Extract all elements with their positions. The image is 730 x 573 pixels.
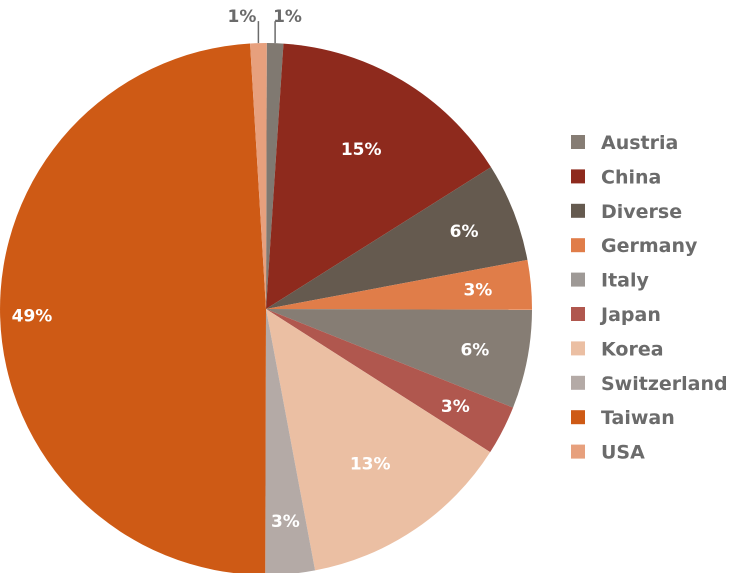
legend-label-taiwan-8: Taiwan <box>601 407 675 429</box>
pie-slice-germany-3 <box>266 259 533 310</box>
legend-label-switzerland-7: Switzerland <box>601 373 728 395</box>
legend-item-italy-4: Italy <box>571 270 649 292</box>
pie-slice-diverse-2 <box>266 167 528 309</box>
slice-value-label-austria-4: 6% <box>460 341 489 361</box>
slice-value-label-germany-3: 3% <box>463 281 492 301</box>
legend-swatch-switzerland-7 <box>571 375 585 390</box>
legend-swatch-germany-3 <box>571 238 585 253</box>
legend-item-korea-6: Korea <box>571 338 664 360</box>
pie-slice-china-1 <box>266 43 491 309</box>
legend-item-austria-0: Austria <box>571 132 678 154</box>
legend-item-japan-5: Japan <box>571 304 661 326</box>
slice-value-label-korea-6: 13% <box>350 454 391 474</box>
legend-item-taiwan-8: Taiwan <box>571 407 675 429</box>
legend-label-italy-4: Italy <box>601 270 649 292</box>
legend-swatch-korea-6 <box>571 341 585 356</box>
legend-swatch-austria-0 <box>571 135 585 149</box>
legend-label-usa-9: USA <box>601 442 645 464</box>
legend-item-china-1: China <box>571 166 661 188</box>
legend-label-austria-0: Austria <box>601 132 678 154</box>
slice-value-label-unlabeled-0: 1% <box>273 7 302 27</box>
pie-slice-austria-4 <box>266 309 532 408</box>
legend-swatch-taiwan-8 <box>571 410 585 425</box>
pie-slice-japan-5 <box>266 309 514 453</box>
pie-slice-usa-9 <box>250 42 267 309</box>
slice-value-label-china-1: 15% <box>341 140 382 160</box>
pie-slice-unlabeled-0 <box>266 43 284 309</box>
legend-swatch-italy-4 <box>571 272 585 287</box>
legend-label-germany-3: Germany <box>601 235 698 257</box>
legend-swatch-diverse-2 <box>571 203 585 218</box>
legend-item-switzerland-7: Switzerland <box>571 373 728 395</box>
pie-slice-korea-6 <box>266 309 491 571</box>
legend-swatch-china-1 <box>571 169 585 184</box>
slice-value-label-diverse-2: 6% <box>450 222 479 242</box>
legend-label-japan-5: Japan <box>599 304 661 326</box>
legend-item-germany-3: Germany <box>571 235 698 257</box>
slice-value-label-switzerland-7: 3% <box>271 512 300 532</box>
pie-slice-switzerland-7 <box>265 309 316 573</box>
legend-label-china-1: China <box>601 166 661 188</box>
pie-slice-labels: 15% 6% 3% 6% 3% 13% 3% 49% 1% 1% <box>12 7 493 532</box>
slice-value-label-japan-5: 3% <box>441 397 470 417</box>
slice-value-label-taiwan-8: 49% <box>12 307 53 327</box>
chart-legend: Austria China Diverse Germany Italy Japan Kore… <box>571 132 728 464</box>
legend-label-diverse-2: Diverse <box>601 201 682 223</box>
legend-item-diverse-2: Diverse <box>571 201 682 223</box>
legend-swatch-usa-9 <box>571 444 585 459</box>
legend-swatch-japan-5 <box>571 307 585 321</box>
legend-item-usa-9: USA <box>571 442 645 464</box>
legend-label-korea-6: Korea <box>601 338 664 360</box>
slice-value-label-usa-9: 1% <box>228 7 257 27</box>
pie-slice-taiwan-8 <box>0 43 266 573</box>
pie-slices <box>0 42 533 573</box>
